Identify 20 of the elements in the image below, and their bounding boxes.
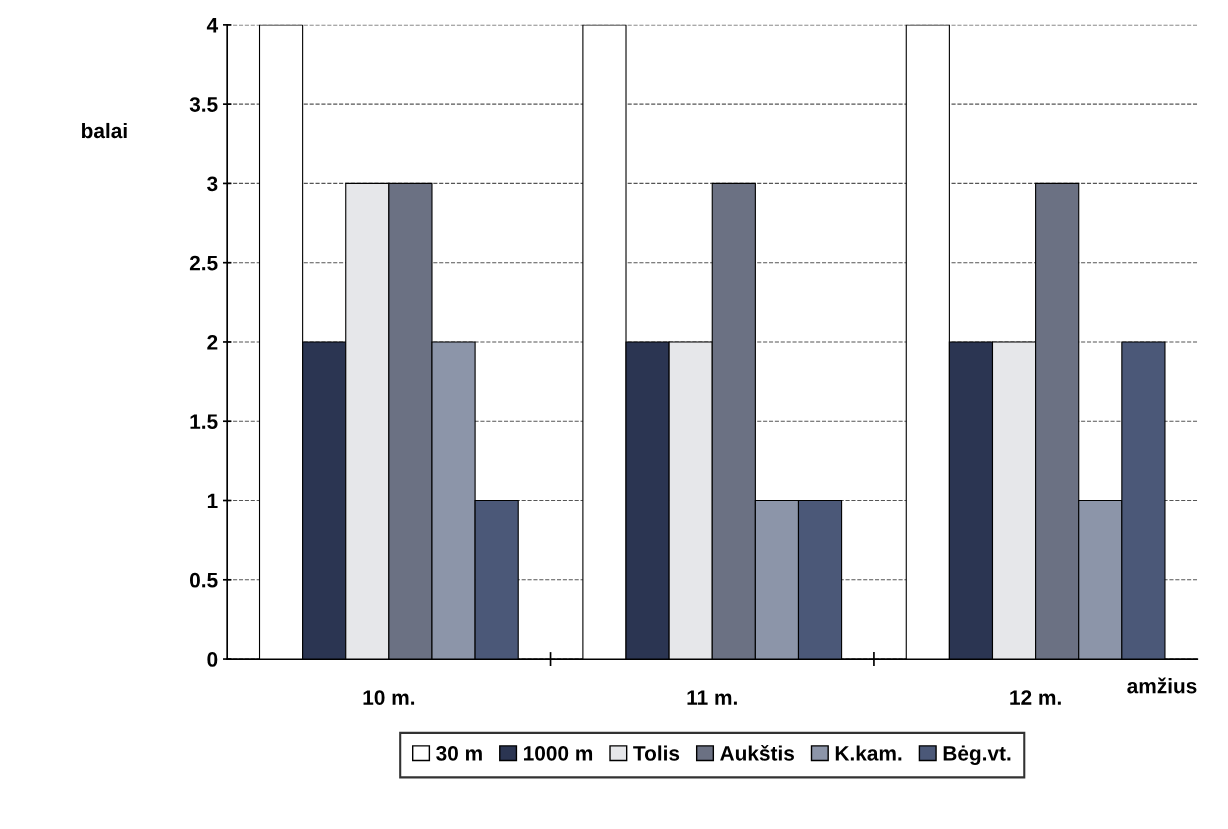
x-tick-label: 10 m.: [363, 690, 415, 705]
y-tick-label: 1.5: [190, 414, 218, 429]
x-axis-title: amžius: [1127, 677, 1197, 694]
y-tick-label: 3.5: [189, 97, 218, 112]
y-tick-label: 0.5: [190, 572, 218, 588]
legend-label: 1000 m: [524, 745, 593, 761]
x-tick-label: 11 m.: [687, 690, 737, 705]
y-tick-label: 2: [207, 334, 218, 350]
y-tick-label: 4: [206, 18, 219, 33]
y-tick-label: 0: [207, 652, 218, 667]
y-tick-label: 3: [207, 176, 218, 192]
legend-label: Aukštis: [720, 744, 794, 761]
legend-label: Tolis: [633, 745, 680, 761]
legend-label: Bėg.vt.: [943, 745, 1011, 765]
x-tick-label: 12 m.: [1010, 690, 1061, 705]
legend-label: K.kam.: [835, 745, 902, 761]
legend-label: 30 m: [436, 745, 482, 761]
y-axis-title: balai: [82, 122, 127, 139]
y-tick-label: 1: [207, 493, 218, 509]
y-tick-label: 2.5: [189, 255, 218, 271]
